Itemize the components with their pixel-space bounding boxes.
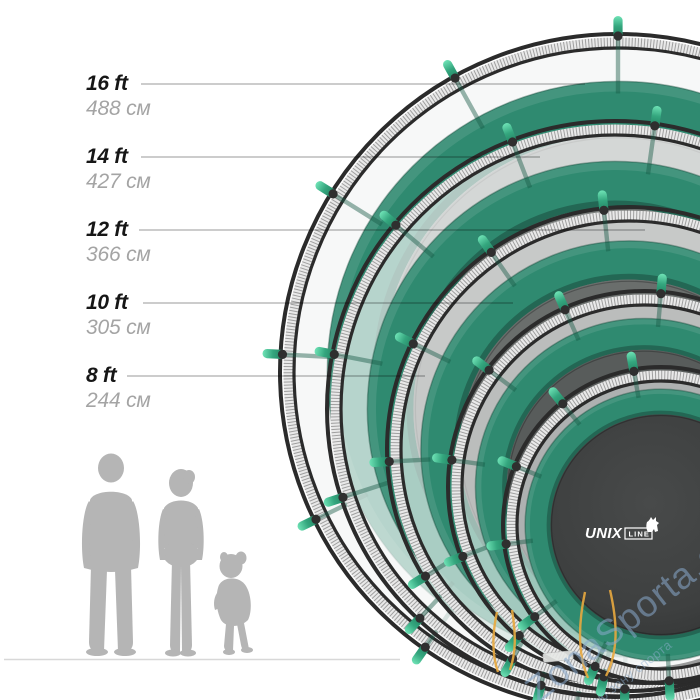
- logo-brand-text: UNIX: [585, 525, 623, 542]
- pole-cap-icon: [613, 16, 623, 94]
- trampoline-8ft: [486, 351, 700, 700]
- man-silhouette: [81, 453, 141, 656]
- size-cm: 488 см: [86, 97, 151, 120]
- pole-cap-icon: [486, 538, 534, 551]
- size-label-12ft: 12 ft 366 см: [86, 219, 151, 265]
- scale-figures: [4, 453, 400, 661]
- pole-cap-icon: [645, 105, 662, 175]
- size-ft: 16 ft: [86, 72, 128, 95]
- size-ft: 10 ft: [86, 291, 128, 314]
- pole-cap-icon: [626, 351, 641, 399]
- child-silhouette: [214, 551, 253, 655]
- pole-cap-icon: [477, 235, 517, 288]
- logo-sub-text: LINE: [629, 530, 650, 539]
- pole-cap-icon: [548, 387, 582, 427]
- pole-cap-icon: [432, 453, 486, 467]
- leader-lines: [127, 83, 645, 377]
- size-cm: 366 см: [86, 243, 151, 266]
- pole-cap-icon: [517, 599, 558, 631]
- skirt-details: [492, 589, 617, 679]
- pole-cap-icon: [554, 291, 581, 342]
- size-ft: 14 ft: [86, 145, 128, 168]
- drawstring-thread: [508, 609, 516, 671]
- size-label-16ft: 16 ft 488 см: [86, 73, 151, 119]
- size-ft: 8 ft: [86, 364, 117, 387]
- pole-cap-icon: [314, 346, 383, 366]
- pole-cap-icon: [497, 456, 543, 479]
- size-ft: 12 ft: [86, 218, 128, 241]
- drawstring-thread: [578, 591, 590, 679]
- pole-cap-icon: [583, 641, 609, 685]
- pole-cap-icon: [323, 480, 391, 507]
- size-label-8ft: 8 ft 244 см: [86, 365, 151, 411]
- size-cm: 244 см: [86, 389, 151, 412]
- pole-cap-icon: [379, 210, 435, 259]
- pole-cap-icon: [315, 181, 383, 227]
- pole-cap-icon: [655, 273, 667, 328]
- pole-cap-icon: [394, 332, 452, 364]
- pole-cap-icon: [664, 653, 675, 700]
- pole-cap-icon: [472, 356, 518, 393]
- trampoline-rings: [262, 16, 700, 700]
- pole-cap-icon: [597, 190, 611, 252]
- size-label-10ft: 10 ft 305 см: [86, 292, 151, 338]
- logo-line-box: [624, 527, 653, 540]
- drawstring-thread: [604, 589, 617, 677]
- logo: UNIX LINE: [585, 517, 659, 542]
- pole-cap-icon: [502, 123, 533, 189]
- kangaroo-icon: [646, 517, 659, 532]
- pole-cap-icon: [262, 348, 340, 360]
- pole-cap-icon: [443, 60, 485, 130]
- woman-silhouette: [158, 469, 204, 657]
- care-label-tag: [542, 650, 574, 663]
- size-cm: 427 см: [86, 170, 151, 193]
- size-label-14ft: 14 ft 427 см: [86, 146, 151, 192]
- drawstring-thread: [492, 611, 500, 673]
- size-cm: 305 см: [86, 316, 151, 339]
- pole-cap-icon: [369, 457, 431, 468]
